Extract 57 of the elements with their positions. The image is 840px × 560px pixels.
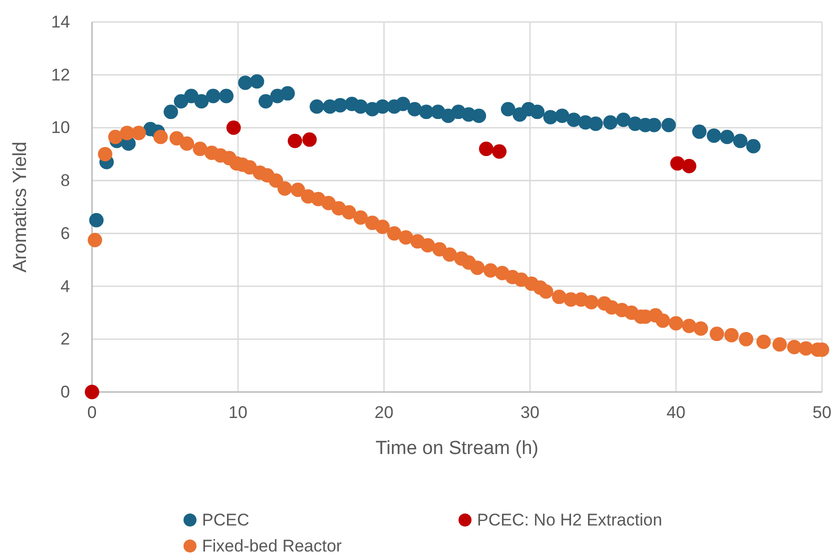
point — [258, 94, 273, 108]
legend-label: Fixed-bed Reactor — [202, 536, 342, 556]
point — [500, 102, 516, 116]
y-tick-label: 8 — [60, 171, 70, 190]
point — [194, 94, 209, 108]
point — [280, 86, 295, 101]
y-axis-title: Aromatics Yield — [10, 142, 31, 272]
x-tick-label: 0 — [87, 403, 97, 422]
point — [206, 88, 220, 104]
point — [288, 134, 302, 148]
y-tick-label: 14 — [51, 12, 70, 32]
point — [566, 112, 581, 127]
point — [250, 74, 264, 89]
y-tick-label: 2 — [60, 330, 70, 349]
point — [89, 213, 104, 228]
point — [407, 102, 422, 116]
point — [164, 104, 178, 120]
y-tick-label: 10 — [51, 118, 70, 138]
point — [733, 134, 748, 148]
point — [554, 108, 570, 124]
point — [662, 118, 676, 132]
point — [84, 384, 100, 400]
x-tick-label: 30 — [520, 403, 540, 422]
point — [238, 76, 252, 90]
point — [588, 116, 603, 131]
legend-label: PCEC: No H2 Extraction — [477, 510, 662, 530]
point — [616, 112, 631, 127]
point — [670, 156, 685, 171]
point — [746, 139, 761, 154]
y-tick-label: 4 — [60, 276, 70, 296]
point — [692, 124, 707, 139]
point — [472, 108, 486, 124]
point — [479, 142, 494, 156]
x-tick-label: 20 — [374, 403, 394, 422]
point — [706, 128, 722, 143]
y-tick-label: 0 — [60, 382, 70, 402]
point — [219, 88, 234, 104]
x-axis-title: Time on Stream (h) — [376, 438, 538, 459]
x-tick-label: 40 — [666, 403, 686, 422]
point — [396, 96, 410, 112]
point — [530, 104, 544, 120]
point — [333, 98, 348, 112]
legend-label: PCEC — [202, 510, 250, 530]
point — [226, 120, 241, 135]
point — [682, 158, 696, 174]
x-tick-label: 10 — [228, 403, 248, 422]
point — [353, 99, 368, 114]
y-tick-label: 12 — [51, 65, 70, 84]
point — [310, 99, 324, 114]
point — [720, 130, 734, 144]
y-tick-label: 6 — [60, 224, 70, 243]
point — [419, 104, 434, 120]
point — [492, 144, 507, 159]
point — [603, 115, 618, 130]
point — [543, 110, 558, 124]
x-tick-label: 50 — [812, 403, 832, 422]
point — [302, 132, 317, 147]
